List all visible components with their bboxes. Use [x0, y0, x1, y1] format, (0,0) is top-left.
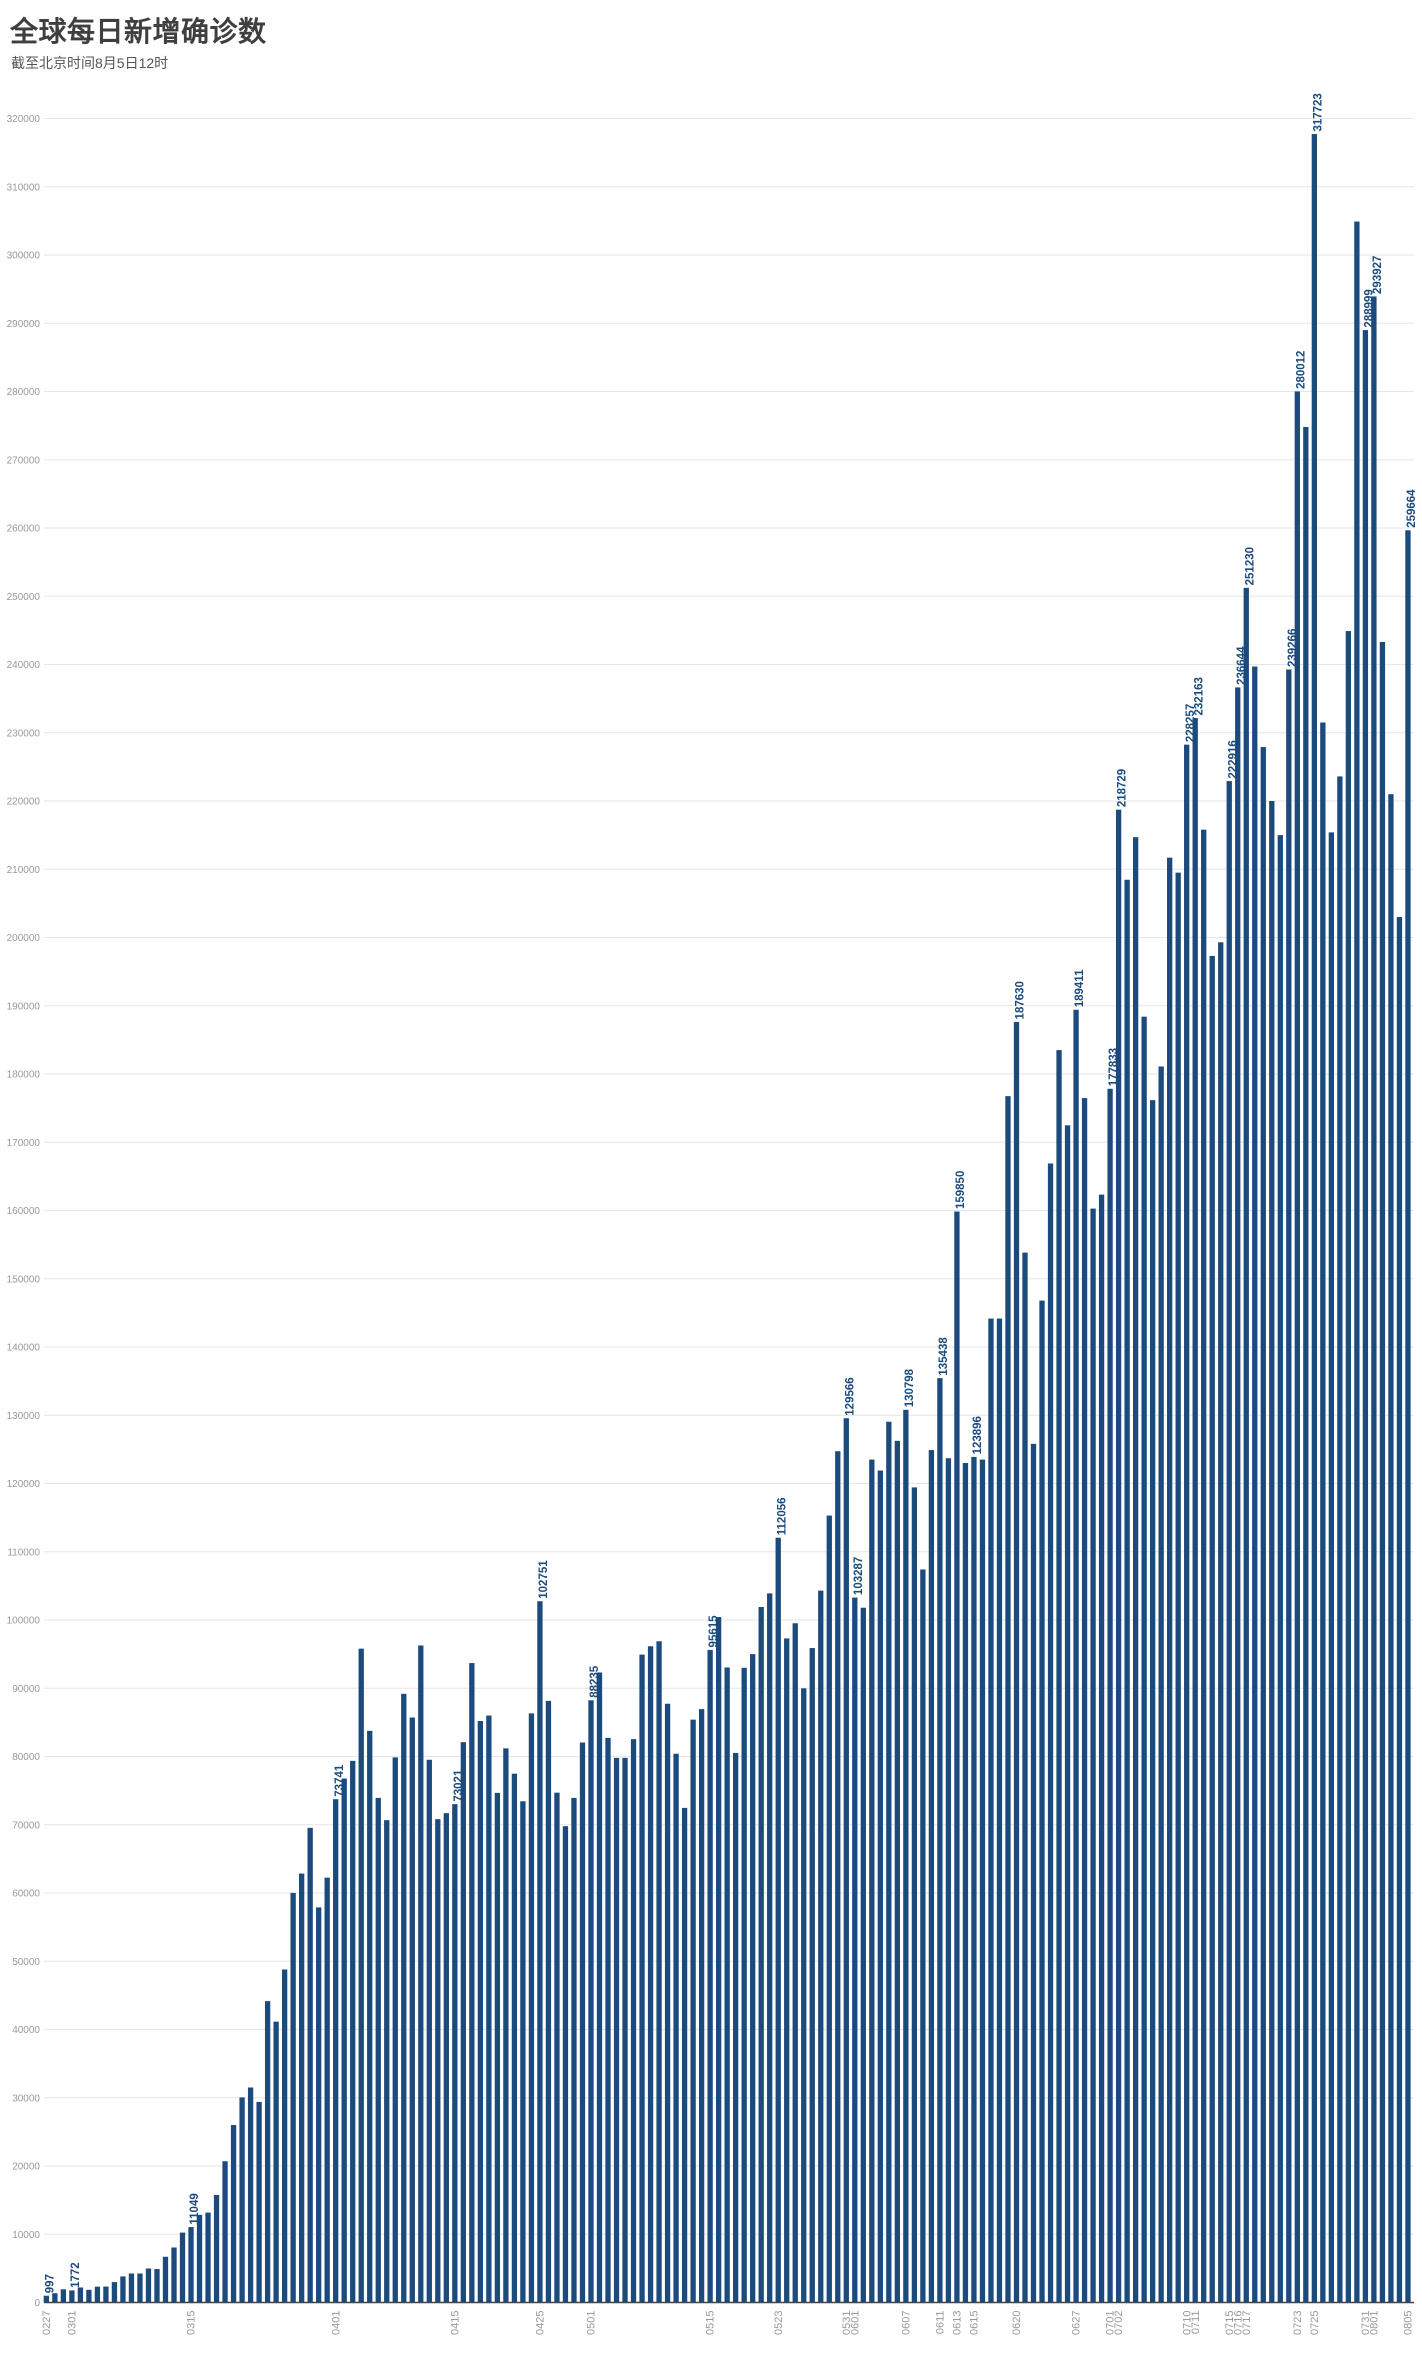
svg-text:260000: 260000 — [7, 524, 41, 535]
svg-text:20000: 20000 — [12, 2162, 40, 2173]
svg-text:0715: 0715 — [1224, 2311, 1236, 2335]
svg-text:236644: 236644 — [1236, 646, 1248, 685]
svg-text:0716: 0716 — [1232, 2311, 1244, 2335]
svg-text:177833: 177833 — [1108, 1048, 1120, 1086]
svg-text:240000: 240000 — [7, 660, 41, 671]
svg-text:0425: 0425 — [535, 2311, 547, 2335]
svg-text:0501: 0501 — [586, 2311, 598, 2335]
svg-text:170000: 170000 — [7, 1138, 41, 1149]
svg-text:222916: 222916 — [1227, 740, 1239, 778]
svg-text:0611: 0611 — [935, 2311, 947, 2335]
svg-text:112056: 112056 — [776, 1497, 788, 1535]
svg-text:320000: 320000 — [7, 114, 41, 125]
svg-text:0717: 0717 — [1241, 2311, 1253, 2335]
svg-text:135438: 135438 — [938, 1337, 950, 1376]
svg-text:140000: 140000 — [7, 1343, 41, 1354]
svg-text:50000: 50000 — [12, 1957, 40, 1968]
svg-text:10000: 10000 — [12, 2230, 40, 2241]
svg-text:0723: 0723 — [1292, 2311, 1304, 2335]
svg-text:150000: 150000 — [7, 1274, 41, 1285]
svg-text:0515: 0515 — [705, 2311, 717, 2335]
svg-text:40000: 40000 — [12, 2025, 40, 2036]
svg-text:290000: 290000 — [7, 319, 41, 330]
svg-text:250000: 250000 — [7, 592, 41, 603]
svg-text:70000: 70000 — [12, 1820, 40, 1831]
svg-text:187630: 187630 — [1015, 981, 1027, 1019]
svg-text:200000: 200000 — [7, 933, 41, 944]
svg-text:0601: 0601 — [849, 2311, 861, 2335]
svg-text:189411: 189411 — [1074, 969, 1086, 1007]
svg-text:0415: 0415 — [449, 2311, 461, 2335]
svg-text:129566: 129566 — [844, 1377, 856, 1415]
svg-text:239266: 239266 — [1287, 629, 1299, 667]
svg-text:60000: 60000 — [12, 1889, 40, 1900]
svg-text:1772: 1772 — [70, 2262, 82, 2288]
svg-text:0607: 0607 — [900, 2311, 912, 2335]
svg-text:11049: 11049 — [189, 2193, 201, 2224]
svg-text:0627: 0627 — [1071, 2311, 1083, 2335]
svg-text:123896: 123896 — [972, 1416, 984, 1454]
svg-text:102751: 102751 — [538, 1560, 550, 1599]
svg-text:0531: 0531 — [841, 2311, 853, 2335]
svg-text:218729: 218729 — [1117, 769, 1129, 807]
svg-text:0731: 0731 — [1360, 2311, 1372, 2335]
svg-text:90000: 90000 — [12, 1684, 40, 1695]
svg-text:0315: 0315 — [186, 2311, 198, 2335]
svg-text:0620: 0620 — [1011, 2311, 1023, 2335]
svg-text:120000: 120000 — [7, 1479, 41, 1490]
svg-text:0701: 0701 — [1105, 2311, 1117, 2335]
svg-text:0401: 0401 — [330, 2311, 342, 2335]
svg-text:280012: 280012 — [1295, 351, 1307, 389]
svg-text:220000: 220000 — [7, 797, 41, 808]
svg-text:0710: 0710 — [1181, 2311, 1193, 2335]
svg-text:251230: 251230 — [1244, 547, 1256, 585]
svg-text:73021: 73021 — [453, 1769, 465, 1802]
svg-text:997: 997 — [44, 2274, 56, 2293]
svg-text:30000: 30000 — [12, 2093, 40, 2104]
svg-text:259664: 259664 — [1406, 489, 1418, 528]
svg-text:0523: 0523 — [773, 2311, 785, 2335]
svg-text:0227: 0227 — [41, 2311, 53, 2335]
svg-text:0725: 0725 — [1309, 2311, 1321, 2335]
svg-text:0801: 0801 — [1369, 2311, 1381, 2335]
svg-text:228257: 228257 — [1185, 704, 1197, 742]
svg-text:130798: 130798 — [904, 1368, 916, 1407]
svg-text:130000: 130000 — [7, 1411, 41, 1422]
svg-text:0613: 0613 — [952, 2311, 964, 2335]
svg-text:110000: 110000 — [7, 1547, 40, 1558]
svg-text:300000: 300000 — [7, 251, 41, 262]
svg-text:210000: 210000 — [7, 865, 41, 876]
svg-text:310000: 310000 — [7, 182, 41, 193]
svg-text:0711: 0711 — [1190, 2311, 1202, 2335]
svg-text:0805: 0805 — [1403, 2311, 1415, 2335]
svg-text:317723: 317723 — [1312, 93, 1324, 131]
svg-text:160000: 160000 — [7, 1206, 41, 1217]
svg-text:95615: 95615 — [708, 1615, 720, 1648]
svg-text:0615: 0615 — [969, 2311, 981, 2335]
svg-text:270000: 270000 — [7, 455, 41, 466]
svg-text:159850: 159850 — [955, 1171, 967, 1209]
svg-text:190000: 190000 — [7, 1001, 41, 1012]
svg-text:180000: 180000 — [7, 1070, 41, 1081]
svg-text:0301: 0301 — [66, 2311, 78, 2335]
svg-text:293927: 293927 — [1372, 256, 1384, 294]
svg-text:0: 0 — [34, 2298, 40, 2309]
svg-text:73741: 73741 — [334, 1764, 346, 1797]
svg-text:280000: 280000 — [7, 387, 41, 398]
svg-text:80000: 80000 — [12, 1752, 40, 1763]
svg-text:288999: 288999 — [1364, 289, 1376, 327]
svg-text:100000: 100000 — [7, 1616, 41, 1627]
svg-text:230000: 230000 — [7, 728, 41, 739]
svg-text:0702: 0702 — [1113, 2311, 1125, 2335]
svg-text:88235: 88235 — [589, 1665, 601, 1698]
svg-text:103287: 103287 — [853, 1557, 865, 1595]
svg-text:232163: 232163 — [1193, 677, 1205, 715]
